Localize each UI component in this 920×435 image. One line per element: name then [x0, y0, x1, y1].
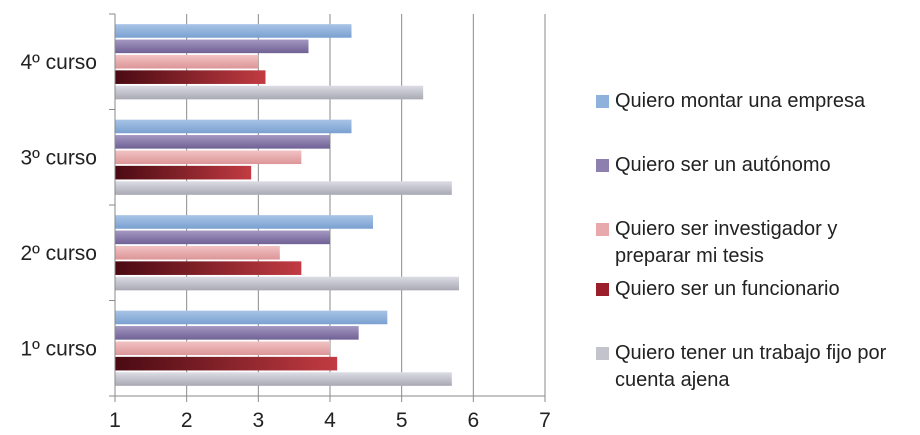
bar-3-2curso [115, 245, 280, 260]
legend-item: Quiero montar una empresa [596, 88, 865, 115]
x-tick-label: 3 [252, 409, 264, 432]
legend-label: Quiero ser investigador y preparar mi te… [615, 218, 838, 267]
legend-label: Quiero montar una empresa [615, 90, 866, 112]
bar-1-2curso [115, 215, 373, 229]
bar-1-3curso [115, 119, 352, 134]
legend-label: Quiero ser un funcionario [615, 278, 840, 300]
x-tick-label: 5 [396, 409, 408, 432]
legend-swatch [596, 283, 609, 296]
x-tick-label: 6 [467, 409, 479, 432]
bar-4-4curso [115, 70, 266, 84]
bar-5-3curso [115, 181, 452, 195]
legend-swatch [596, 95, 609, 108]
legend-item: Quiero ser un funcionario [596, 276, 840, 303]
bar-2-2curso [115, 230, 330, 245]
bar-1-1curso [115, 310, 388, 325]
bar-5-2curso [115, 276, 459, 291]
category-label: 3º curso [20, 146, 97, 169]
legend-item: Quiero tener un trabajo fijo por cuenta … [596, 340, 886, 394]
bar-2-3curso [115, 135, 330, 149]
axes [109, 13, 546, 402]
x-tick-label: 2 [181, 409, 193, 432]
legend-label: Quiero tener un trabajo fijo por cuenta … [615, 342, 887, 391]
category-label: 2º curso [20, 242, 97, 265]
bar-3-1curso [115, 341, 330, 356]
x-tick-label: 4 [324, 409, 336, 432]
bar-2-4curso [115, 39, 309, 54]
legend-label: Quiero ser un autónomo [615, 154, 831, 176]
legend-item: Quiero ser investigador y preparar mi te… [596, 216, 837, 270]
bar-3-3curso [115, 150, 302, 165]
bars [115, 24, 459, 386]
legend-swatch [596, 159, 609, 172]
bar-4-1curso [115, 356, 338, 371]
bar-3-4curso [115, 54, 259, 69]
bar-5-1curso [115, 372, 452, 386]
category-label: 4º curso [20, 51, 97, 74]
bar-4-2curso [115, 261, 302, 275]
bar-1-4curso [115, 24, 352, 38]
bar-4-3curso [115, 165, 252, 180]
legend-swatch [596, 347, 609, 360]
axis-labels: 1 2 3 4 5 6 7 1º curso 2º curso 3º curso 4º curso [20, 51, 550, 432]
legend-swatch [596, 223, 609, 236]
bar-5-4curso [115, 85, 424, 100]
legend-item: Quiero ser un autónomo [596, 152, 831, 179]
x-tick-label: 7 [539, 409, 551, 432]
category-label: 1º curso [20, 337, 97, 360]
x-tick-label: 1 [109, 409, 121, 432]
bar-2-1curso [115, 326, 359, 340]
